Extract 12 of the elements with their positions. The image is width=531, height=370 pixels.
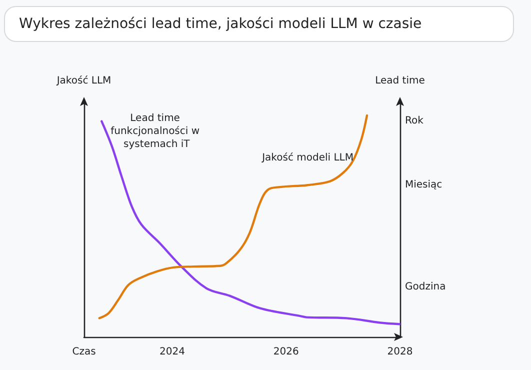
series-label: Jakość modeli LLM — [261, 152, 354, 164]
x-tick-label: 2026 — [273, 346, 299, 358]
x-tick-label: 2028 — [387, 346, 413, 358]
x-tick-label: Czas — [72, 346, 96, 358]
x-tick-label: 2024 — [160, 346, 185, 358]
y-axis-title: Jakość LLM — [56, 74, 112, 86]
text: Godzina — [405, 282, 446, 293]
y2-axis-title: Lead time — [375, 76, 425, 86]
series-label: Lead time funkcjonalności w systemach iT — [110, 112, 203, 150]
chart-title: Wykres zależności lead time, jakości modeli LLM w czasie — [4, 6, 514, 42]
text: Miesiąc — [405, 180, 442, 191]
text: Rok — [405, 116, 424, 127]
